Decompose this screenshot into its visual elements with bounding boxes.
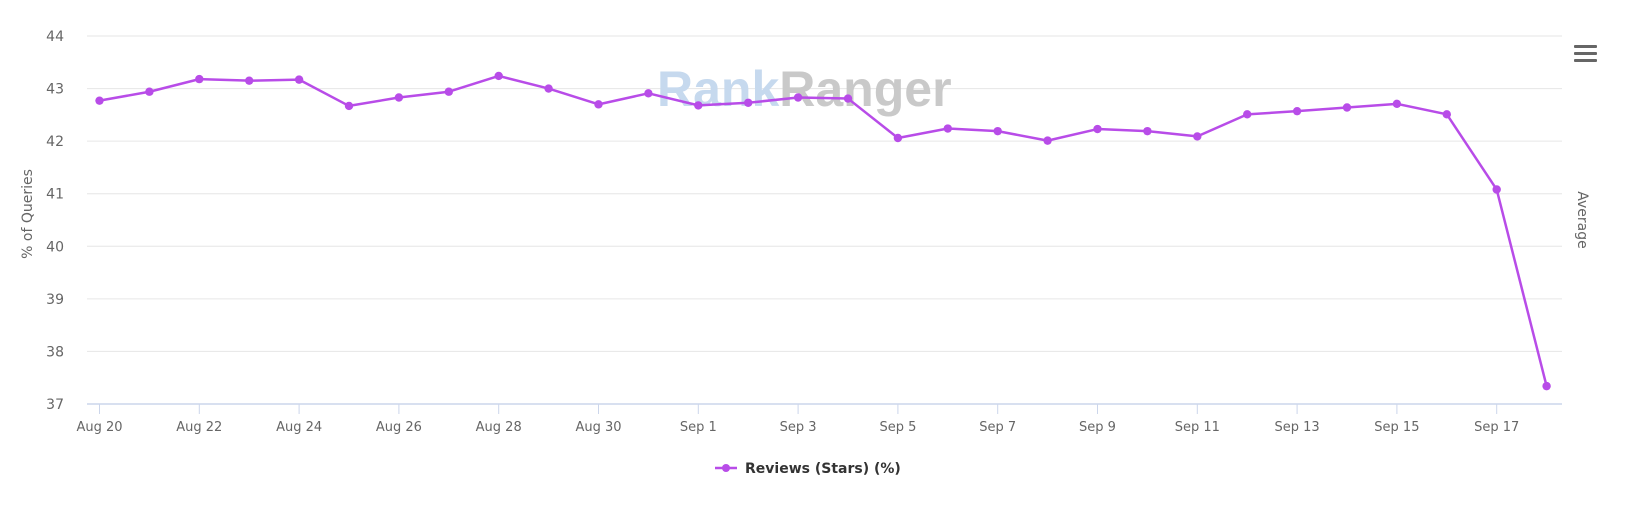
chart-menu-button[interactable] — [1568, 38, 1602, 68]
data-point[interactable]: Aug 23: 43.15 — [245, 76, 254, 85]
data-point[interactable]: Sep 18: 37.34 — [1542, 381, 1551, 391]
y-tick-label: 43 — [46, 82, 64, 98]
x-tick-label: Sep 5 — [879, 420, 916, 435]
data-point[interactable]: Sep 7: 42.19 — [993, 126, 1002, 136]
series-line — [99, 74, 1548, 387]
data-point[interactable]: Sep 13: 42.57 — [1292, 106, 1302, 116]
y-tick-label: 39 — [46, 292, 64, 308]
data-point[interactable]: Aug 20: 42.77 — [95, 96, 104, 105]
x-tick-label: Aug 26 — [376, 420, 422, 435]
y-tick-label: 42 — [46, 134, 64, 150]
rankranger-watermark: RankRanger — [657, 61, 952, 117]
data-point[interactable]: Aug 31: 42.91 — [644, 89, 653, 98]
x-tick-label: Aug 20 — [76, 420, 122, 435]
y-tick-label: 41 — [46, 187, 64, 203]
data-point[interactable]: Sep 1: 42.68 — [694, 101, 703, 110]
y-axis-ticks: 37 38 39 40 41 42 43 44 — [46, 29, 64, 413]
legend-dot-icon — [722, 464, 730, 472]
x-tick-label: Aug 28 — [476, 420, 522, 435]
x-tick-label: Sep 1 — [680, 420, 717, 435]
x-tick-label: Sep 7 — [979, 420, 1016, 435]
series-reviews-stars[interactable]: Aug 20: 42.77 Aug 21: 42.94 Aug 22: 43.18 A… — [95, 71, 1551, 391]
data-point[interactable]: Aug 22: 43.18 — [195, 74, 204, 84]
data-point[interactable]: Aug 24: 43.17 — [294, 75, 304, 84]
data-point[interactable]: Sep 15: 42.71 — [1392, 99, 1402, 109]
data-point[interactable]: Aug 30: 42.7 — [594, 100, 603, 109]
grid-lines — [87, 35, 1562, 352]
y-tick-label: 40 — [46, 239, 64, 255]
y-tick-label: 44 — [46, 29, 64, 45]
data-point[interactable]: Aug 21: 42.94 — [145, 87, 154, 96]
data-point[interactable]: Sep 16: 42.51 — [1442, 110, 1452, 119]
data-point[interactable]: Sep 2: 42.73 — [744, 98, 753, 107]
x-tick-label: Sep 15 — [1374, 420, 1419, 435]
hamburger-menu-icon — [1574, 45, 1597, 62]
watermark-rank: Rank — [657, 61, 779, 117]
x-tick-label: Sep 11 — [1175, 420, 1220, 435]
x-axis-ticks: Aug 20 Aug 22 Aug 24 Aug 26 Aug 28 Aug 30 Sep … — [76, 404, 1519, 435]
x-tick-label: Sep 9 — [1079, 420, 1116, 435]
data-point[interactable]: Aug 28: 43.24 — [494, 71, 503, 81]
data-point[interactable]: Sep 10: 42.19 — [1143, 126, 1152, 136]
x-tick-label: Sep 3 — [780, 420, 817, 435]
x-tick-label: Aug 24 — [276, 420, 322, 435]
x-tick-label: Aug 30 — [575, 420, 621, 435]
data-point[interactable]: Sep 14: 42.64 — [1342, 103, 1352, 112]
data-point[interactable]: Aug 25: 42.67 — [344, 101, 354, 111]
watermark-ranger: Ranger — [779, 61, 951, 117]
data-point[interactable]: Sep 5: 42.06 — [893, 133, 903, 143]
y-axis-right-title: Average — [1574, 191, 1590, 249]
data-point[interactable]: Sep 6: 42.24 — [943, 124, 952, 133]
svg-text:RankRanger: RankRanger — [657, 61, 952, 117]
y-tick-label: 37 — [46, 397, 64, 413]
data-point[interactable]: Sep 4: 42.81 — [843, 94, 853, 103]
x-tick-label: Sep 13 — [1275, 420, 1320, 435]
data-point[interactable]: Aug 29: 43 — [544, 84, 553, 93]
data-point[interactable]: Sep 11: 42.09 — [1193, 132, 1202, 141]
legend-label: Reviews (Stars) (%) — [745, 461, 901, 477]
data-point[interactable]: Sep 12: 42.51 — [1243, 110, 1252, 119]
y-axis-title: % of Queries — [20, 169, 36, 259]
data-point[interactable]: Sep 3: 42.83 — [793, 93, 803, 102]
y-tick-label: 38 — [46, 344, 64, 360]
x-tick-label: Sep 17 — [1474, 420, 1519, 435]
data-point[interactable]: Sep 17: 41.08 — [1492, 185, 1501, 194]
data-point[interactable]: Sep 8: 42.01 — [1043, 136, 1052, 145]
data-point[interactable]: Aug 26: 42.83 — [394, 93, 404, 102]
data-point[interactable]: Aug 27: 42.94 — [444, 87, 453, 96]
data-point[interactable]: Sep 9: 42.23 — [1093, 124, 1102, 134]
x-tick-label: Aug 22 — [176, 420, 222, 435]
legend-item-reviews-stars[interactable]: Reviews (Stars) (%) — [715, 461, 901, 477]
